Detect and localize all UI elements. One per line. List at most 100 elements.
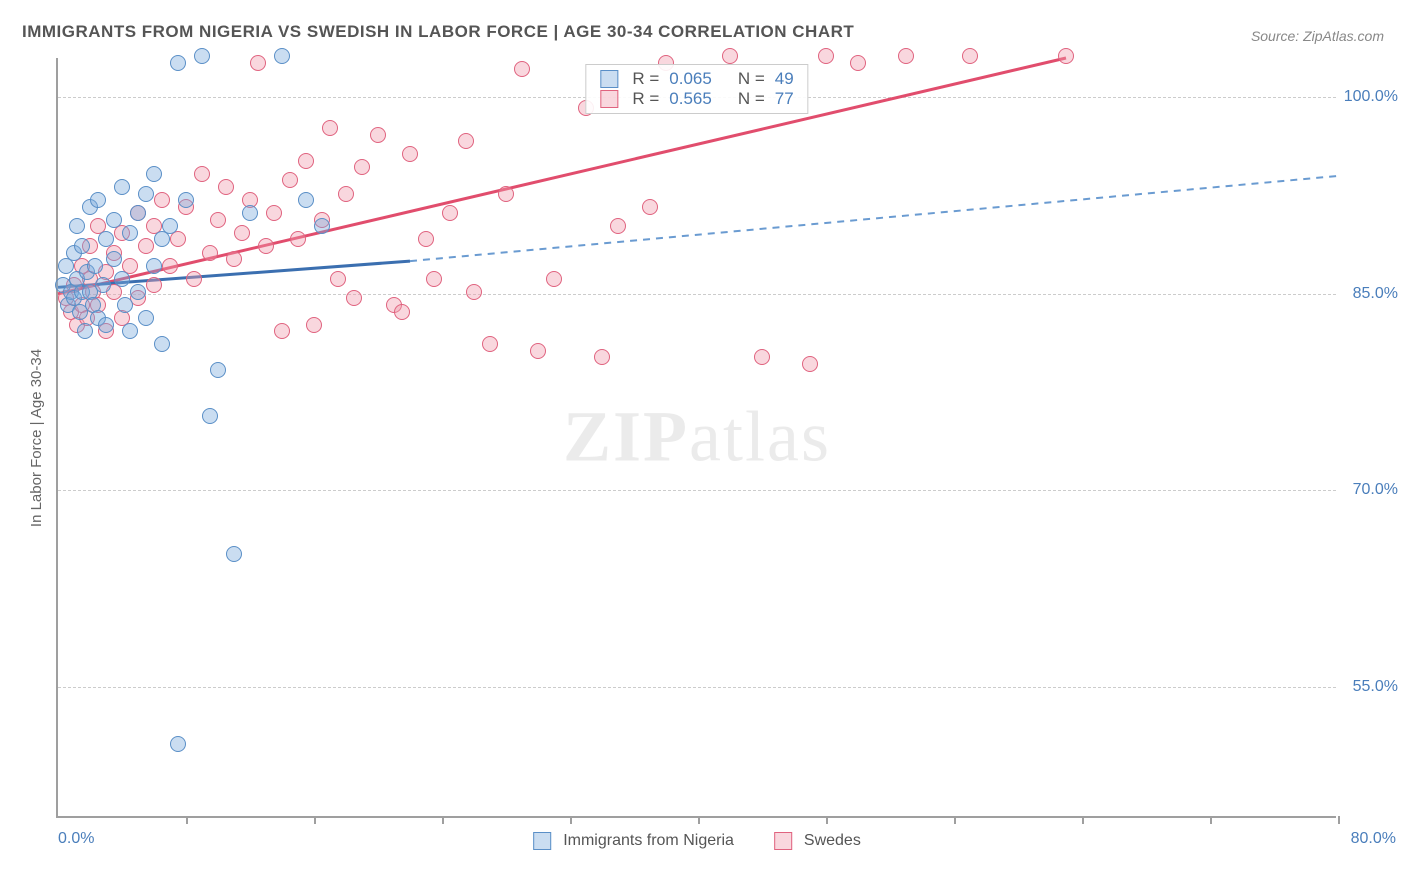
- point-nigeria: [178, 192, 194, 208]
- point-swedes: [850, 55, 866, 71]
- legend-item-nigeria: Immigrants from Nigeria: [533, 832, 734, 850]
- point-swedes: [642, 199, 658, 215]
- y-tick-label: 85.0%: [1353, 285, 1398, 303]
- point-swedes: [226, 251, 242, 267]
- n-value-swedes: 77: [775, 89, 794, 109]
- point-swedes: [962, 48, 978, 64]
- gridline: [58, 490, 1336, 491]
- stats-box: R = 0.065 N = 49 R = 0.565 N = 77: [585, 64, 808, 114]
- point-swedes: [370, 127, 386, 143]
- point-swedes: [898, 48, 914, 64]
- point-swedes: [458, 133, 474, 149]
- chart-title: IMMIGRANTS FROM NIGERIA VS SWEDISH IN LA…: [22, 22, 854, 42]
- r-label: R =: [632, 89, 659, 109]
- point-nigeria: [138, 186, 154, 202]
- x-tick: [186, 816, 188, 824]
- x-tick: [826, 816, 828, 824]
- point-nigeria: [130, 284, 146, 300]
- point-swedes: [610, 218, 626, 234]
- swatch-swedes-icon: [600, 90, 618, 108]
- trend-line: [410, 176, 1338, 261]
- x-tick: [698, 816, 700, 824]
- point-nigeria: [146, 258, 162, 274]
- n-label: N =: [738, 89, 765, 109]
- point-swedes: [258, 238, 274, 254]
- point-nigeria: [130, 205, 146, 221]
- watermark-zip: ZIP: [563, 397, 689, 477]
- plot-area: ZIPatlas 55.0%70.0%85.0%100.0% R = 0.065…: [56, 58, 1336, 818]
- y-tick-label: 70.0%: [1353, 481, 1398, 499]
- point-nigeria: [87, 258, 103, 274]
- x-tick: [1338, 816, 1340, 824]
- point-nigeria: [114, 179, 130, 195]
- point-swedes: [722, 48, 738, 64]
- point-nigeria: [170, 55, 186, 71]
- legend-item-swedes: Swedes: [774, 832, 861, 850]
- point-swedes: [802, 356, 818, 372]
- legend-label-nigeria: Immigrants from Nigeria: [563, 832, 734, 850]
- swatch-nigeria-icon: [533, 832, 551, 850]
- x-tick: [1210, 816, 1212, 824]
- point-nigeria: [69, 218, 85, 234]
- point-swedes: [426, 271, 442, 287]
- x-tick: [570, 816, 572, 824]
- point-nigeria: [90, 192, 106, 208]
- point-nigeria: [210, 362, 226, 378]
- point-swedes: [1058, 48, 1074, 64]
- x-tick: [1082, 816, 1084, 824]
- chart-container: IMMIGRANTS FROM NIGERIA VS SWEDISH IN LA…: [0, 0, 1406, 892]
- point-swedes: [218, 179, 234, 195]
- x-tick: [442, 816, 444, 824]
- point-nigeria: [298, 192, 314, 208]
- swatch-swedes-icon: [774, 832, 792, 850]
- point-nigeria: [274, 48, 290, 64]
- watermark: ZIPatlas: [563, 396, 831, 479]
- point-swedes: [418, 231, 434, 247]
- point-nigeria: [114, 271, 130, 287]
- point-nigeria: [226, 546, 242, 562]
- point-nigeria: [122, 225, 138, 241]
- y-axis-label: In Labor Force | Age 30-34: [28, 349, 45, 527]
- bottom-legend: Immigrants from Nigeria Swedes: [533, 832, 861, 850]
- point-swedes: [394, 304, 410, 320]
- point-swedes: [546, 271, 562, 287]
- point-swedes: [818, 48, 834, 64]
- point-swedes: [530, 343, 546, 359]
- point-nigeria: [194, 48, 210, 64]
- point-nigeria: [95, 277, 111, 293]
- stats-row-nigeria: R = 0.065 N = 49: [600, 69, 793, 89]
- point-swedes: [210, 212, 226, 228]
- x-tick: [314, 816, 316, 824]
- point-nigeria: [138, 310, 154, 326]
- point-swedes: [154, 192, 170, 208]
- point-swedes: [482, 336, 498, 352]
- point-swedes: [514, 61, 530, 77]
- point-swedes: [498, 186, 514, 202]
- point-swedes: [298, 153, 314, 169]
- legend-label-swedes: Swedes: [804, 832, 861, 850]
- point-nigeria: [162, 218, 178, 234]
- point-nigeria: [117, 297, 133, 313]
- point-nigeria: [314, 218, 330, 234]
- n-value-nigeria: 49: [775, 69, 794, 89]
- point-swedes: [330, 271, 346, 287]
- point-swedes: [466, 284, 482, 300]
- gridline: [58, 687, 1336, 688]
- trend-lines: [58, 58, 1336, 816]
- point-swedes: [322, 120, 338, 136]
- point-swedes: [402, 146, 418, 162]
- x-max-label: 80.0%: [1351, 830, 1396, 848]
- point-swedes: [202, 245, 218, 261]
- watermark-atlas: atlas: [689, 397, 831, 477]
- point-nigeria: [202, 408, 218, 424]
- point-nigeria: [170, 736, 186, 752]
- point-swedes: [186, 271, 202, 287]
- point-swedes: [306, 317, 322, 333]
- x-min-label: 0.0%: [58, 830, 94, 848]
- point-swedes: [234, 225, 250, 241]
- r-value-swedes: 0.565: [669, 89, 712, 109]
- x-tick: [954, 816, 956, 824]
- point-nigeria: [74, 238, 90, 254]
- point-nigeria: [106, 212, 122, 228]
- r-value-nigeria: 0.065: [669, 69, 712, 89]
